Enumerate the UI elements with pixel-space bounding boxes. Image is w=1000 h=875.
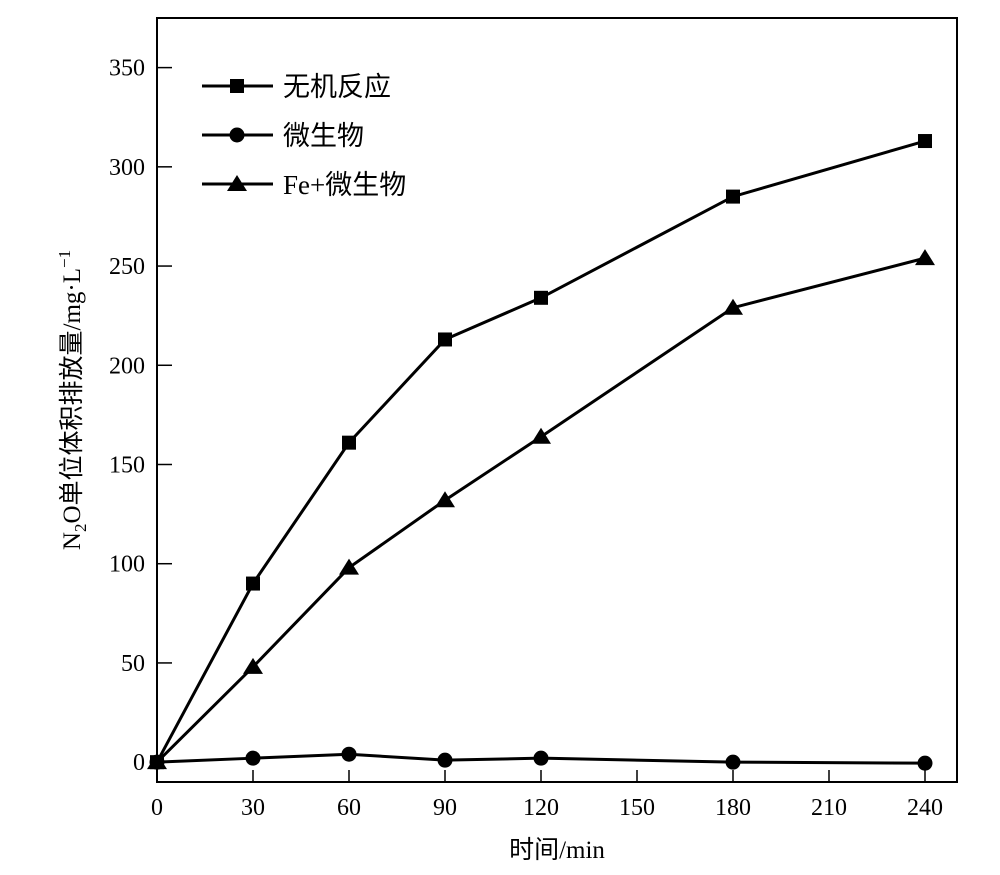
y-tick-label: 200 [109,353,145,379]
x-tick-label: 120 [523,795,559,821]
data-point [533,750,549,766]
y-tick-label: 50 [121,651,145,677]
series-circle: 微生物 [149,121,933,771]
x-tick-label: 150 [619,795,655,821]
data-point [341,746,357,762]
data-point [435,491,455,508]
legend-label: 无机反应 [283,72,391,102]
y-label-part: O单位体积排放量/mg·L [58,268,86,524]
y-tick-label: 150 [109,452,145,478]
y-tick-label: 350 [109,56,145,82]
data-point [918,134,932,149]
data-point [147,753,167,770]
y-tick-label: 0 [133,750,145,776]
data-point [917,755,933,771]
series-square: 无机反应 [150,72,932,770]
series-line [155,139,926,763]
legend-marker-triangle-icon [227,175,247,191]
legend-label: Fe+微生物 [283,170,406,200]
y-label-superscript: −1 [55,250,74,268]
legend-marker-circle-icon [229,127,245,143]
data-point [723,298,743,315]
data-point [246,576,260,591]
data-point [342,435,356,450]
y-tick-label: 100 [109,552,145,578]
y-label-subscript: 2 [71,524,90,533]
x-tick-label: 30 [241,795,265,821]
data-point [437,752,453,768]
x-tick-label: 210 [811,795,847,821]
x-tick-label: 240 [907,795,943,821]
data-point [725,754,741,770]
data-point [534,290,548,305]
y-axis-label: N2O单位体积排放量/mg·L−1 [55,250,90,550]
y-tick-label: 300 [109,155,145,181]
data-point [243,657,263,674]
legend-label: 微生物 [283,121,364,151]
x-tick-label: 60 [337,795,361,821]
x-tick-label: 180 [715,795,751,821]
data-point [915,249,935,266]
x-axis-label: 时间/min [509,836,605,864]
series-triangle: Fe+微生物 [147,170,935,770]
x-tick-label: 90 [433,795,457,821]
legend-marker-square-icon [230,79,244,93]
data-point [726,189,740,204]
data-point [531,427,551,444]
x-tick-label: 0 [151,795,163,821]
y-tick-label: 250 [109,254,145,280]
data-point [339,558,359,575]
data-point [245,750,261,766]
y-label-part: N [59,532,86,550]
series-line [155,256,926,764]
data-point [438,332,452,347]
plot-frame [156,17,958,783]
